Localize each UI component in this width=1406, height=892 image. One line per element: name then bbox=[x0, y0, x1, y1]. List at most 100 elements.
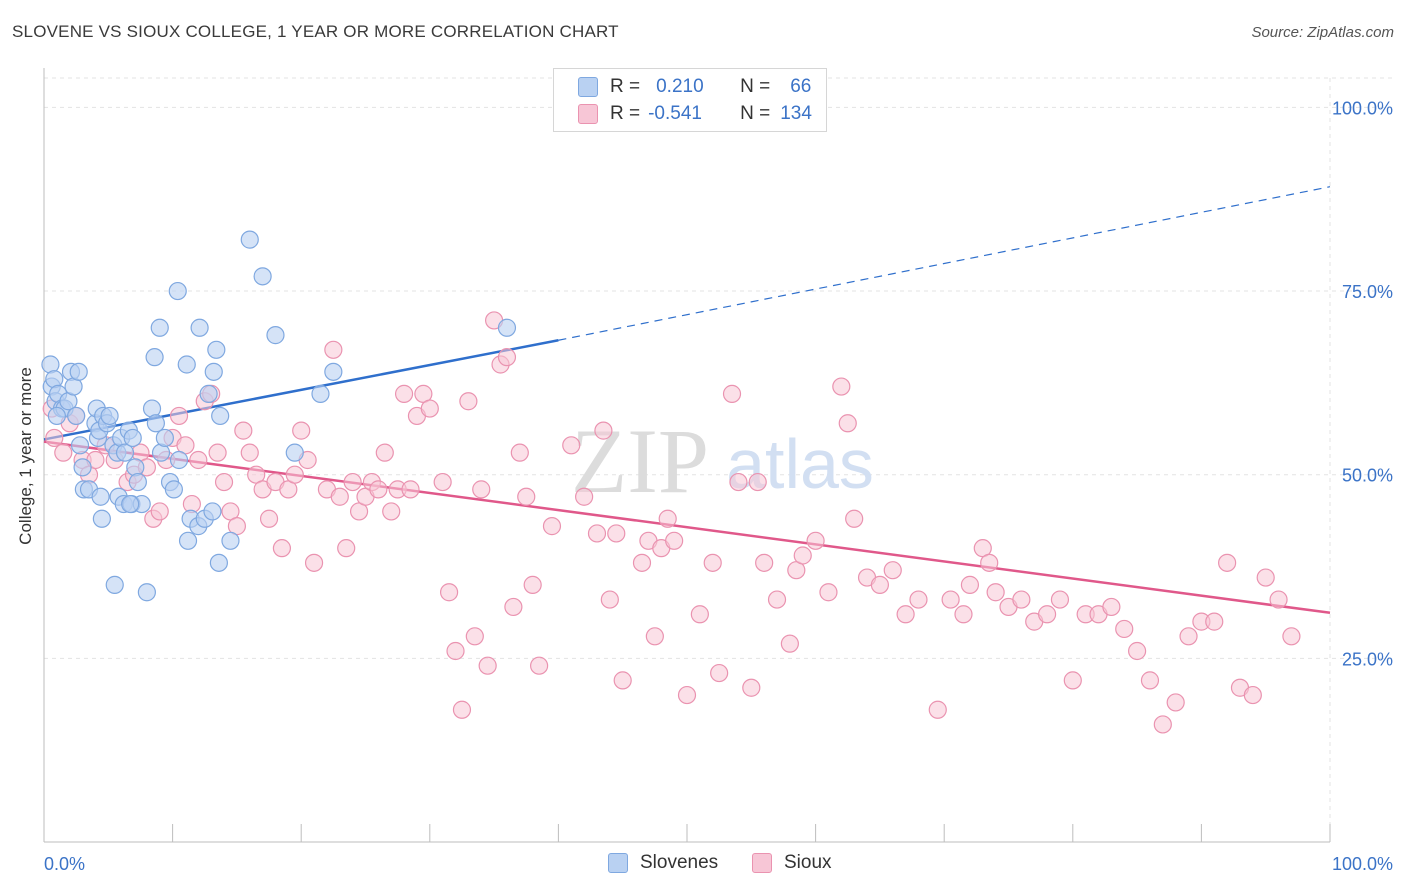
sioux-point bbox=[504, 597, 523, 617]
slovenes-point bbox=[121, 494, 140, 514]
slovenes-point bbox=[137, 583, 156, 602]
slovenes-point bbox=[70, 436, 90, 455]
axes bbox=[43, 68, 1331, 843]
sioux-point bbox=[883, 561, 902, 580]
slovenes-point bbox=[324, 362, 343, 381]
sioux-point bbox=[1282, 627, 1301, 646]
slovenes-point bbox=[266, 326, 285, 345]
sioux-point bbox=[1102, 597, 1121, 617]
slovenes-point bbox=[190, 318, 209, 337]
sioux-point bbox=[767, 590, 787, 609]
chart-title: SLOVENE VS SIOUX COLLEGE, 1 YEAR OR MORE… bbox=[12, 22, 619, 41]
sioux-point bbox=[941, 590, 960, 609]
sioux-point bbox=[832, 377, 851, 396]
sioux-point bbox=[594, 421, 613, 440]
sioux-point bbox=[980, 553, 999, 572]
sioux-point bbox=[292, 421, 311, 440]
slovenes-point bbox=[285, 443, 304, 462]
slovenes-n-value: 66 bbox=[790, 76, 812, 97]
sioux-point bbox=[240, 443, 259, 462]
sioux-swatch bbox=[578, 104, 598, 124]
sioux-point bbox=[369, 480, 388, 499]
r-label: R = bbox=[610, 103, 641, 124]
sioux-point bbox=[1140, 671, 1160, 690]
sioux-point bbox=[690, 605, 709, 624]
sioux-point bbox=[446, 641, 465, 661]
slovenes-point bbox=[100, 406, 119, 426]
slovenes-point bbox=[146, 414, 165, 433]
slovenes-point bbox=[69, 362, 88, 381]
slovenes-point bbox=[221, 531, 240, 550]
slovenes-point bbox=[497, 318, 517, 337]
sioux-point bbox=[1037, 605, 1057, 624]
sioux-point bbox=[234, 421, 253, 440]
sioux-point bbox=[54, 443, 73, 462]
slovenes-point bbox=[207, 340, 226, 359]
sioux-point bbox=[1050, 590, 1070, 609]
x-tick-label-100: 100.0% bbox=[1332, 854, 1393, 874]
sioux-point bbox=[1269, 590, 1288, 609]
bottom-legend-sioux: Sioux bbox=[752, 852, 832, 874]
slovenes-point bbox=[211, 406, 230, 426]
sioux-point bbox=[575, 487, 594, 506]
sioux-point bbox=[208, 443, 227, 462]
r-label: R = bbox=[610, 76, 641, 97]
sioux-point bbox=[986, 583, 1005, 602]
x-tick-label-0: 0.0% bbox=[44, 854, 85, 874]
sioux-point bbox=[806, 531, 825, 550]
sioux-point bbox=[928, 700, 947, 719]
slovenes-point bbox=[178, 531, 198, 550]
slovenes-point bbox=[209, 553, 228, 572]
sioux-point bbox=[587, 524, 607, 543]
sioux-point bbox=[562, 436, 581, 455]
sioux-point bbox=[169, 406, 189, 426]
sioux-point bbox=[45, 428, 64, 448]
sioux-point bbox=[478, 656, 497, 675]
sioux-point bbox=[896, 605, 915, 624]
sioux-point bbox=[1127, 641, 1147, 661]
slovenes-point bbox=[204, 362, 223, 381]
slovenes-point bbox=[311, 384, 330, 403]
slovenes-point bbox=[155, 428, 174, 448]
slovenes-point bbox=[73, 458, 92, 477]
slovenes-point bbox=[240, 230, 259, 249]
slovenes-legend-label: Slovenes bbox=[640, 852, 719, 873]
sioux-point bbox=[954, 605, 973, 624]
sioux-point bbox=[722, 384, 742, 403]
sioux-point bbox=[214, 472, 234, 492]
sioux-legend-label: Sioux bbox=[784, 852, 832, 873]
sioux-point bbox=[337, 539, 356, 558]
sioux-point bbox=[729, 472, 748, 492]
sioux-point bbox=[1179, 627, 1198, 646]
slovenes-legend-swatch bbox=[608, 853, 628, 873]
sioux-point bbox=[272, 539, 292, 558]
slovenes-point bbox=[199, 384, 218, 403]
sioux-point bbox=[748, 472, 767, 492]
sioux-point bbox=[742, 678, 761, 697]
sioux-point bbox=[703, 553, 722, 572]
sioux-point bbox=[459, 392, 478, 411]
sioux-point bbox=[1153, 715, 1172, 734]
slovenes-points bbox=[41, 230, 517, 602]
sioux-point bbox=[710, 663, 729, 683]
sioux-point bbox=[439, 583, 459, 602]
sioux-point bbox=[401, 480, 420, 499]
sioux-point bbox=[394, 384, 414, 403]
slovenes-point bbox=[92, 509, 111, 528]
sioux-point bbox=[838, 414, 857, 433]
sioux-point bbox=[665, 531, 684, 550]
sioux-r-value: -0.541 bbox=[648, 103, 702, 124]
sioux-point bbox=[452, 700, 472, 719]
sioux-point bbox=[600, 590, 619, 609]
sioux-point bbox=[324, 340, 343, 359]
sioux-point bbox=[189, 450, 208, 470]
slovenes-point bbox=[105, 575, 124, 594]
sioux-point bbox=[909, 590, 928, 609]
watermark-zip: ZIP bbox=[571, 410, 709, 512]
source-label: Source: ZipAtlas.com bbox=[1251, 24, 1394, 41]
sioux-point bbox=[542, 517, 562, 536]
sioux-point bbox=[1012, 590, 1031, 609]
sioux-point bbox=[1256, 568, 1275, 587]
slovenes-point bbox=[126, 458, 145, 477]
